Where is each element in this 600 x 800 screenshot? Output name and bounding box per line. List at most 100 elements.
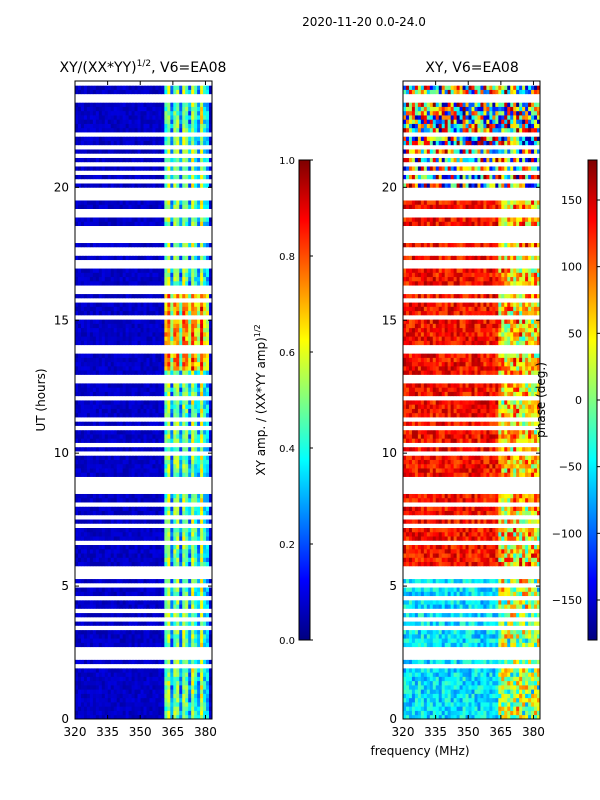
left-heatmap-cell	[176, 544, 180, 550]
left-heatmap-cell	[137, 578, 141, 584]
left-heatmap-cell	[146, 340, 150, 346]
left-heatmap-cell	[173, 595, 177, 601]
left-heatmap-cell	[143, 348, 147, 354]
left-heatmap-cell	[167, 463, 171, 469]
left-heatmap-cell	[158, 650, 162, 656]
left-heatmap-cell	[179, 289, 183, 295]
left-heatmap-cell	[92, 510, 97, 516]
left-heatmap-cell	[182, 285, 186, 290]
left-heatmap-cell	[75, 578, 79, 584]
left-heatmap-cell	[134, 297, 138, 303]
left-heatmap-cell	[83, 659, 88, 665]
left-heatmap-cell	[197, 463, 201, 469]
left-heatmap-cell	[191, 259, 195, 265]
left-heatmap-cell	[185, 612, 189, 618]
left-heatmap-cell	[104, 412, 109, 418]
left-heatmap-cell	[134, 289, 138, 295]
left-heatmap-cell	[149, 604, 153, 609]
left-heatmap-cell	[119, 510, 124, 516]
left-heatmap-cell	[158, 485, 162, 490]
left-heatmap-cell	[92, 425, 97, 431]
left-heatmap-cell	[140, 272, 144, 278]
left-heatmap-cell	[158, 506, 162, 511]
left-heatmap-cell	[179, 387, 183, 392]
left-heatmap-cell	[152, 714, 156, 720]
left-heatmap-cell	[158, 633, 162, 639]
left-heatmap-cell	[170, 302, 174, 307]
left-heatmap-cell	[122, 459, 127, 465]
left-heatmap-cell	[185, 689, 189, 694]
left-heatmap-cell	[122, 557, 127, 563]
left-heatmap-cell	[80, 701, 85, 707]
left-heatmap-cell	[149, 310, 153, 316]
left-heatmap-cell	[176, 523, 180, 528]
left-heatmap-cell	[107, 365, 112, 371]
left-heatmap-cell	[206, 519, 210, 524]
left-heatmap-cell	[98, 314, 103, 320]
left-heatmap-cell	[170, 348, 174, 354]
left-heatmap-cell	[188, 663, 192, 669]
left-heatmap-cell	[209, 340, 213, 346]
left-heatmap-cell	[194, 591, 198, 597]
left-heatmap-cell	[152, 527, 156, 533]
left-heatmap-cell	[200, 480, 204, 486]
left-heatmap-cell	[152, 519, 156, 524]
left-heatmap-cell	[179, 672, 183, 677]
left-heatmap-cell	[209, 689, 213, 694]
left-heatmap-cell	[86, 659, 91, 665]
left-heatmap-cell	[104, 331, 109, 337]
left-heatmap-cell	[206, 272, 210, 278]
left-heatmap-cell	[80, 340, 85, 346]
left-heatmap-cell	[128, 391, 132, 397]
left-heatmap-cell	[158, 531, 162, 537]
left-heatmap-cell	[158, 404, 162, 409]
left-heatmap-cell	[83, 357, 88, 363]
left-heatmap-cell	[197, 655, 201, 660]
left-heatmap-cell	[197, 302, 201, 307]
left-heatmap-cell	[116, 646, 121, 652]
left-heatmap-cell	[104, 314, 109, 320]
left-heatmap-cell	[83, 314, 88, 320]
left-heatmap-cell	[200, 642, 204, 648]
left-heatmap-cell	[170, 268, 174, 273]
left-heatmap-cell	[95, 697, 100, 703]
left-heatmap-cell	[86, 297, 91, 303]
left-heatmap-cell	[158, 348, 162, 354]
left-heatmap-cell	[101, 395, 106, 401]
left-heatmap-cell	[179, 565, 183, 571]
left-heatmap-cell	[140, 348, 144, 354]
left-heatmap-cell	[80, 489, 85, 494]
left-heatmap-cell	[89, 604, 94, 609]
left-heatmap-cell	[161, 357, 165, 363]
left-heatmap-cell	[176, 570, 180, 575]
left-heatmap-cell	[110, 297, 115, 303]
left-heatmap-cell	[209, 314, 213, 320]
left-heatmap-cell	[107, 400, 112, 405]
left-heatmap-cell	[191, 710, 195, 716]
left-heatmap-cell	[128, 599, 132, 605]
left-heatmap-cell	[152, 263, 156, 269]
left-heatmap-cell	[161, 595, 165, 601]
left-heatmap-cell	[173, 544, 177, 550]
left-heatmap-cell	[170, 638, 174, 643]
left-heatmap-cell	[128, 706, 132, 711]
left-heatmap-cell	[89, 710, 94, 716]
left-heatmap-cell	[107, 468, 112, 473]
left-heatmap-cell	[140, 616, 144, 622]
left-heatmap-cell	[125, 548, 130, 554]
left-heatmap-cell	[176, 425, 180, 431]
left-heatmap-cell	[155, 565, 159, 571]
left-heatmap-cell	[155, 361, 159, 367]
left-heatmap-cell	[209, 293, 213, 299]
left-heatmap-cell	[119, 612, 124, 618]
left-heatmap-cell	[125, 395, 130, 401]
left-heatmap-cell	[131, 519, 135, 524]
left-heatmap-cell	[137, 612, 141, 618]
left-heatmap-cell	[125, 591, 130, 597]
left-heatmap-cell	[95, 382, 100, 388]
left-heatmap-cell	[113, 646, 118, 652]
left-heatmap-cell	[77, 531, 82, 537]
left-heatmap-cell	[185, 489, 189, 494]
left-heatmap-cell	[155, 676, 159, 682]
left-heatmap-cell	[146, 391, 150, 397]
